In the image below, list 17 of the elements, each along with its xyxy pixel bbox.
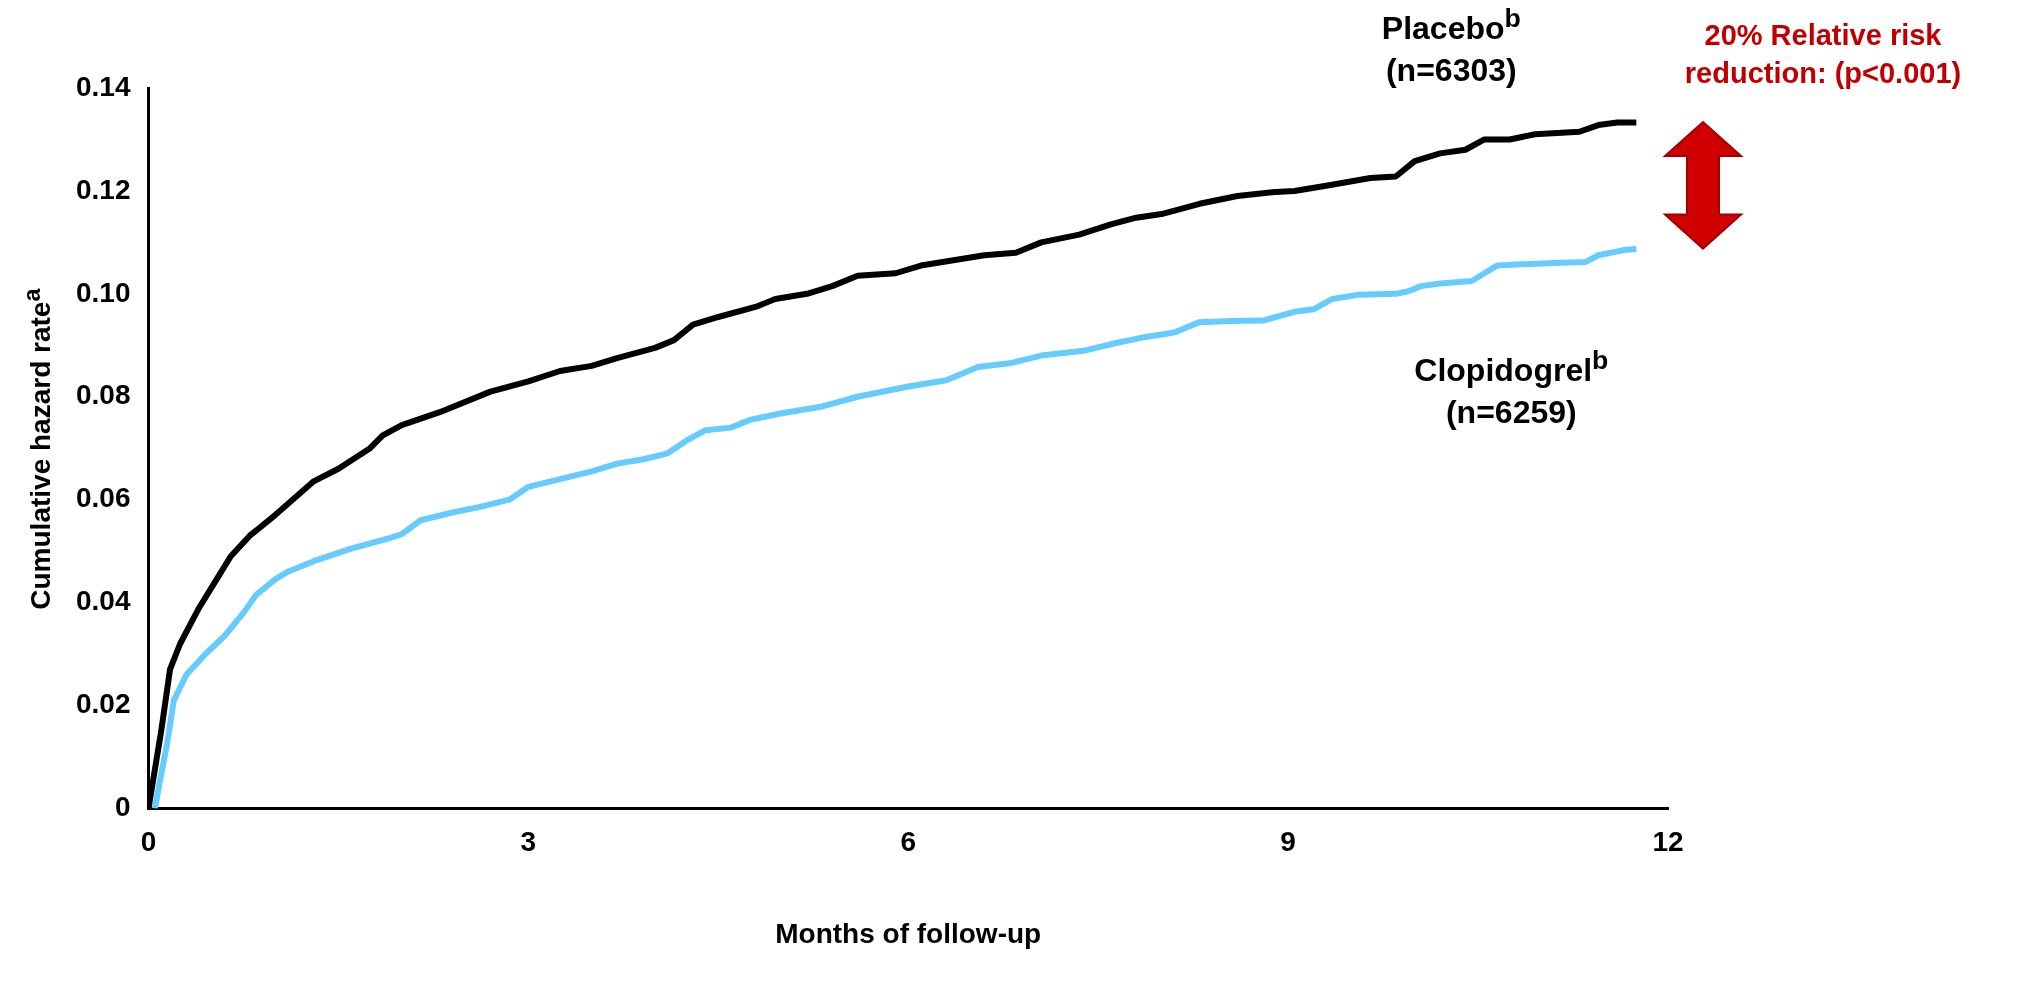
- text: 20% Relative risk reduction: (p<0.001): [1683, 18, 1963, 91]
- y-tick-label: 0.04: [76, 585, 131, 617]
- y-tick-label: 0.12: [76, 173, 131, 205]
- y-tick-label: 0.10: [76, 276, 131, 308]
- y-tick-label: 0.08: [76, 379, 131, 411]
- x-tick-label: 6: [900, 825, 917, 857]
- x-tick-label: 0: [140, 825, 157, 857]
- y-tick-label: 0.02: [76, 688, 131, 720]
- y-tick-label: 0: [114, 791, 131, 823]
- series-label: Placebo$^{b}$ (n=6303): [1380, 2, 1522, 91]
- x-axis-title: Months of follow-up: [774, 918, 1043, 951]
- y-tick-label: 0.14: [76, 70, 131, 102]
- series-label: Clopidogrel$^{b}$ (n=6259): [1413, 344, 1610, 432]
- y-tick-label: 0.06: [76, 482, 131, 514]
- x-tick-label: 9: [1280, 825, 1296, 857]
- x-tick-label: 3: [520, 825, 537, 857]
- x-tick-label: 12: [1652, 825, 1684, 857]
